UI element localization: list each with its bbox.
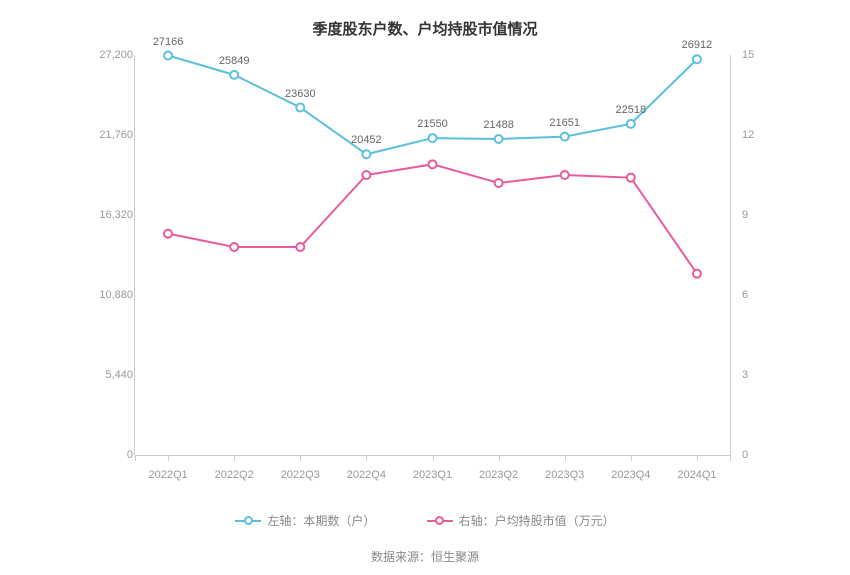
x-tick-line — [300, 455, 301, 461]
x-tick-line — [697, 455, 698, 461]
x-tick-label: 2022Q2 — [215, 469, 254, 481]
legend-item-count: 左轴：本期数（户） — [235, 512, 375, 529]
legend-marker-count — [235, 514, 261, 528]
y-right-tick-label: 3 — [742, 369, 748, 381]
series-point-label-count: 26912 — [682, 39, 713, 51]
plot-area: 2716625849236302045221550214882165122518… — [135, 55, 730, 455]
y-axis-right: 03691215 — [732, 55, 782, 455]
x-tick-line — [730, 455, 731, 461]
series-point-avg_value — [561, 171, 569, 179]
series-point-label-count: 21651 — [549, 117, 580, 129]
x-tick-line — [135, 455, 136, 461]
chart-container: 季度股东户数、户均持股市值情况 0 5,440 10,880 16,320 21,760… — [0, 0, 850, 575]
series-point-avg_value — [230, 243, 238, 251]
y-right-tick-label: 0 — [742, 449, 748, 461]
x-tick-line — [631, 455, 632, 461]
y-left-tick-label: 16,320 — [99, 209, 133, 221]
y-right-tick-label: 12 — [742, 129, 754, 141]
series-point-avg_value — [495, 179, 503, 187]
y-right-tick-label: 9 — [742, 209, 748, 221]
y-left-tick-label: 21,760 — [99, 129, 133, 141]
series-point-avg_value — [296, 243, 304, 251]
series-point-avg_value — [693, 270, 701, 278]
y-left-tick-label: 5,440 — [105, 369, 133, 381]
series-point-avg_value — [362, 171, 370, 179]
x-tick-line — [565, 455, 566, 461]
y-left-tick-label: 0 — [127, 449, 133, 461]
series-point-label-count: 27166 — [153, 36, 184, 48]
series-point-count — [230, 71, 238, 79]
x-tick-line — [433, 455, 434, 461]
series-point-count — [627, 120, 635, 128]
series-point-count — [495, 135, 503, 143]
series-point-avg_value — [627, 174, 635, 182]
series-point-label-count: 21488 — [483, 119, 514, 131]
x-tick-line — [234, 455, 235, 461]
series-point-label-count: 22518 — [616, 104, 647, 116]
x-tick-line — [366, 455, 367, 461]
y-left-tick-label: 27,200 — [99, 49, 133, 61]
x-tick-label: 2022Q4 — [347, 469, 386, 481]
y-right-tick-label: 6 — [742, 289, 748, 301]
y-right-tick-label: 15 — [742, 49, 754, 61]
y-axis-right-line — [730, 55, 731, 455]
legend: 左轴：本期数（户） 右轴：户均持股市值（万元） — [0, 512, 850, 531]
x-tick-label: 2023Q2 — [479, 469, 518, 481]
y-axis-left: 05,44010,88016,32021,76027,200 — [85, 55, 133, 455]
x-tick-label: 2022Q3 — [281, 469, 320, 481]
legend-item-value: 右轴：户均持股市值（万元） — [427, 512, 615, 529]
legend-label-value: 右轴：户均持股市值（万元） — [459, 512, 615, 529]
y-left-tick-label: 10,880 — [99, 289, 133, 301]
series-line-avg_value — [168, 164, 697, 273]
x-tick-label: 2024Q1 — [677, 469, 716, 481]
series-point-avg_value — [164, 230, 172, 238]
x-tick-label: 2023Q1 — [413, 469, 452, 481]
series-point-avg_value — [429, 160, 437, 168]
series-point-count — [164, 52, 172, 60]
series-point-label-count: 25849 — [219, 55, 250, 67]
x-tick-line — [168, 455, 169, 461]
series-point-label-count: 20452 — [351, 134, 382, 146]
series-point-count — [429, 134, 437, 142]
x-tick-label: 2023Q3 — [545, 469, 584, 481]
legend-marker-value — [427, 514, 453, 528]
legend-label-count: 左轴：本期数（户） — [267, 512, 375, 529]
series-point-count — [693, 55, 701, 63]
chart-title: 季度股东户数、户均持股市值情况 — [0, 18, 850, 39]
series-point-count — [362, 150, 370, 158]
series-point-count — [296, 104, 304, 112]
series-point-label-count: 21550 — [417, 118, 448, 130]
x-tick-label: 2023Q4 — [611, 469, 650, 481]
series-point-count — [561, 133, 569, 141]
x-tick-label: 2022Q1 — [148, 469, 187, 481]
x-tick-line — [499, 455, 500, 461]
data-source: 数据来源：恒生聚源 — [0, 548, 850, 565]
x-axis: 2022Q1 2022Q2 2022Q3 2022Q4 2023Q1 2023Q2 2023… — [135, 455, 730, 485]
series-point-label-count: 23630 — [285, 88, 316, 100]
